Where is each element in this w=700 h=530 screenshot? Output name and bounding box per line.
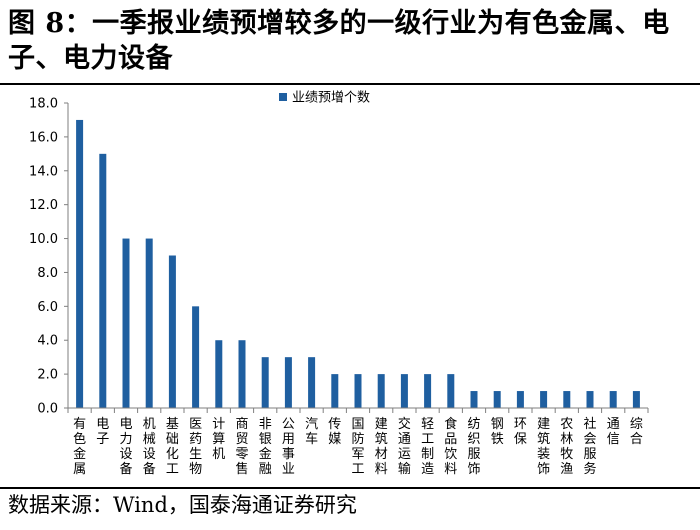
bar-计算机 [215,340,223,408]
legend-label: 业绩预增个数 [292,91,370,106]
y-tick-label: 6.0 [37,300,58,315]
bar-建筑材料 [377,374,385,408]
bar-chart: 0.0 2.0 4.0 6.0 8.0 10.0 12.0 14.0 16.0 18.0 有色金属… [29,91,649,477]
bar-非银金融 [261,357,269,408]
x-tick-label: 基础化工 [166,417,179,477]
x-tick-label: 公用事业 [282,417,295,477]
bar-传媒 [331,374,339,408]
y-tick-label: 16.0 [29,130,58,145]
y-axis: 0.0 2.0 4.0 6.0 8.0 10.0 12.0 14.0 16.0 18.0 [29,97,69,417]
legend-swatch [279,93,287,101]
figure-title: 图 8：一季报业绩预增较多的一级行业为有色金属、电子、电力设备 [8,8,670,74]
bar-有色金属 [76,119,84,408]
x-tick-label: 电力设备 [119,417,132,477]
bar-纺织服饰 [470,391,478,408]
x-tick-label: 商贸零售 [235,417,248,477]
y-tick-label: 12.0 [29,198,58,213]
x-tick-label: 建筑材料 [375,417,388,477]
bar-电子 [99,153,107,408]
x-tick-label: 农林牧渔 [560,417,573,477]
y-tick-label: 4.0 [37,334,58,349]
x-tick-label: 建筑装饰 [537,417,550,477]
bar-国防军工 [354,374,362,408]
y-tick-label: 8.0 [37,266,58,281]
bar-农林牧渔 [563,391,571,408]
x-axis: 有色金属电子电力设备机械设备基础化工医药生物计算机商贸零售非银金融公用事业汽车传… [67,407,649,477]
x-tick-label: 有色金属 [73,417,86,477]
title-divider [0,83,700,85]
x-tick-label: 医药生物 [189,417,202,477]
bar-医药生物 [192,306,200,408]
bar-机械设备 [145,238,153,408]
x-tick-label: 环保 [514,417,527,447]
x-tick-label: 计算机 [212,417,225,462]
x-tick-label: 钢铁 [491,417,504,447]
y-tick-label: 18.0 [29,97,58,112]
bar-商贸零售 [238,340,246,408]
bar-电力设备 [122,238,130,408]
bar-食品饮料 [447,374,455,408]
bar-建筑装饰 [540,391,548,408]
y-tick-label: 2.0 [37,368,58,383]
bar-公用事业 [284,357,292,408]
x-tick-label: 传媒 [328,417,341,447]
x-tick-label: 通信 [607,417,620,447]
x-tick-label: 纺织服饰 [467,417,480,477]
x-tick-label: 机械设备 [143,417,156,477]
x-tick-label: 汽车 [305,417,318,447]
bar-钢铁 [493,391,501,408]
bar-社会服务 [586,391,594,408]
x-tick-label: 电子 [96,417,109,447]
bar-环保 [516,391,524,408]
bar-series [76,119,640,408]
bar-交通运输 [400,374,408,408]
x-tick-label: 食品饮料 [444,416,457,477]
bar-汽车 [308,357,316,408]
x-tick-label: 国防军工 [351,417,364,477]
x-tick-label: 社会服务 [583,416,596,477]
bar-轻工制造 [424,374,432,408]
x-tick-label: 交通运输 [398,416,411,477]
x-tick-label: 综合 [630,417,643,447]
x-tick-label: 轻工制造 [421,417,434,477]
source-divider [0,487,700,489]
bar-基础化工 [168,255,176,408]
bar-综合 [632,391,640,408]
source-note: 数据来源：Wind，国泰海通证券研究 [8,493,357,517]
chart-legend: 业绩预增个数 [279,91,370,106]
y-tick-label: 10.0 [29,232,58,247]
y-tick-label: 0.0 [37,402,58,417]
y-tick-label: 14.0 [29,164,58,179]
bar-通信 [609,391,617,408]
x-tick-label: 非银金融 [259,417,272,477]
